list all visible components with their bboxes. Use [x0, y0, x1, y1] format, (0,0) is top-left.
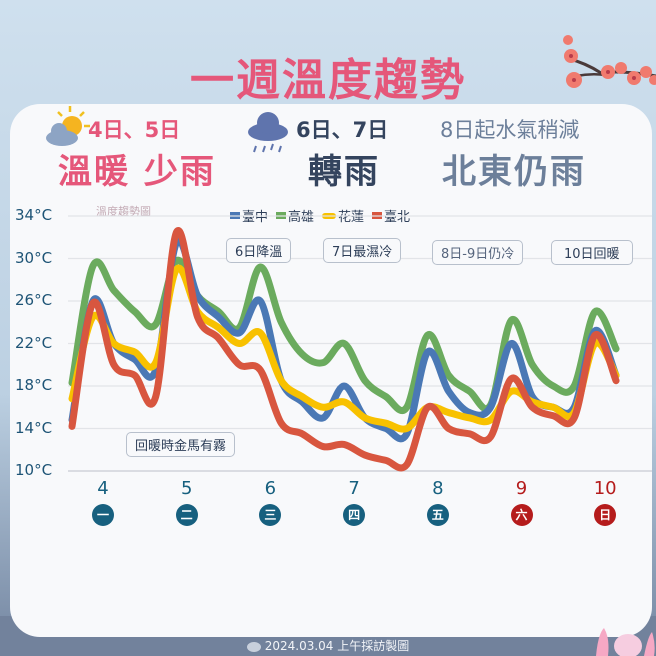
y-tick-label: 22°C — [15, 333, 53, 352]
note-day6-cooling: 6日降溫 — [226, 238, 292, 263]
footer-credit: 2024.03.04 上午採訪製圖 — [0, 637, 656, 654]
chart-subtitle: 溫度趨勢圖 — [96, 205, 151, 218]
footer-text: 2024.03.04 上午採訪製圖 — [264, 639, 410, 653]
page-title: 一週溫度趨勢 — [190, 55, 466, 106]
header-northeast-summary: 北東仍雨 — [442, 152, 586, 192]
weekday-badge: 一 — [92, 504, 114, 526]
series-line-kaohsiung — [68, 256, 620, 414]
y-tick-label: 18°C — [15, 376, 53, 394]
header-rain-summary: 轉雨 — [308, 152, 380, 192]
x-day-label: 7 — [348, 478, 360, 499]
x-day-label: 6 — [264, 478, 277, 499]
note-day8-9-cold: 8日-9日仍冷 — [432, 240, 524, 265]
petal-decoration-icon — [596, 628, 655, 656]
y-tick-label: 30°C — [15, 248, 53, 267]
weekday-badge: 六 — [510, 504, 533, 526]
header-warm-dates: 4日、5日 — [88, 118, 181, 142]
header-northeast: 8日起水氣稍減 北東仍雨 — [440, 114, 586, 193]
plum-blossom-branch-icon — [563, 35, 656, 88]
note-day7-coldest: 7日最濕冷 — [323, 238, 402, 263]
header-warm-summary: 溫暖 少雨 — [58, 152, 216, 192]
x-day-label: 8 — [432, 478, 444, 499]
weekday-badge: 二 — [175, 504, 198, 526]
x-day-label: 10 — [593, 478, 617, 499]
weekday-badge: 四 — [343, 504, 366, 526]
sun-cloud-icon — [46, 106, 90, 146]
y-tick-label: 14°C — [15, 418, 53, 437]
y-tick-label: 34°C — [15, 206, 53, 224]
y-tick-label: 10°C — [15, 461, 53, 479]
note-day10-warming: 10日回暖 — [551, 240, 633, 265]
rain-cloud-icon — [248, 112, 288, 153]
x-day-label: 9 — [515, 478, 528, 499]
y-tick-label: 26°C — [15, 291, 53, 309]
weekday-badge: 日 — [594, 504, 617, 526]
x-day-label: 4 — [97, 478, 109, 499]
header-warm: 4日、5日 溫暖 少雨 — [48, 114, 216, 193]
header-rain: 6日、7日 轉雨 — [246, 114, 388, 193]
series-line-taipei — [68, 227, 620, 472]
weekday-badge: 五 — [426, 504, 449, 526]
x-day-label: 5 — [180, 478, 193, 499]
note-kinmen-matsu-fog: 回暖時金馬有霧 — [126, 432, 236, 457]
header-northeast-dates: 8日起水氣稍減 — [440, 118, 580, 142]
header-rain-dates: 6日、7日 — [296, 118, 389, 142]
weekday-badge: 三 — [259, 504, 282, 526]
cna-logo-icon — [246, 641, 261, 652]
